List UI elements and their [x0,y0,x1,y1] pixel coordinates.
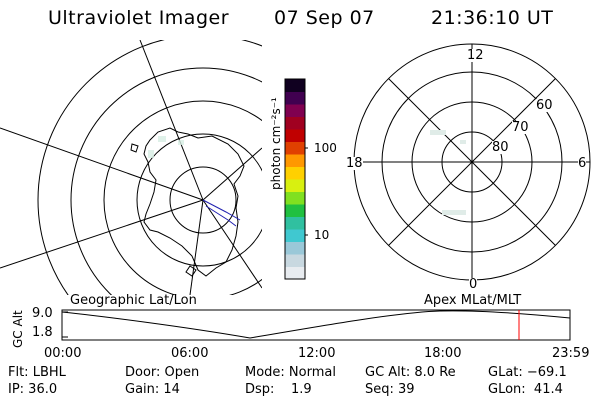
lat-ring [70,67,262,295]
colorbar-tick-100: 100 [314,141,337,155]
colorbar [284,78,308,280]
altitude-curve [61,310,571,339]
lat-ring [37,40,262,295]
altitude-xtick-1200: 12:00 [298,346,336,361]
mlat-label-60: 60 [536,98,553,113]
colorbar-tick-10: 10 [314,228,330,242]
mlat-label-80: 80 [492,140,509,155]
lat-ring [136,133,262,267]
colorbar-cell [285,216,305,230]
mlt-label-18: 18 [346,156,363,171]
altitude-xtick-0600: 06:00 [171,346,209,361]
mlt-label-0: 0 [469,277,478,292]
colorbar-cell [285,129,305,142]
altitude-xtick-0000: 00:00 [44,346,82,361]
colorbar-cell [285,266,305,280]
colorbar-cell [285,154,305,167]
colorbar-cell [285,229,305,242]
status-gain: Gain: 14 [125,382,180,397]
aurora-patch [158,136,166,142]
lat-ring [103,100,262,295]
time-label: 21:36:10 UT [431,7,554,29]
aurora-patch [430,130,446,135]
meridian [202,147,262,201]
orbit-track [202,199,241,221]
colorbar-cell [285,179,305,192]
colorbar-cell [285,91,305,105]
colorbar-cell [285,204,305,217]
colorbar-cell [285,254,305,267]
colorbar-cell [285,104,305,117]
meridian [0,127,204,201]
date-label: 07 Sep 07 [274,7,375,29]
aurora-patch [178,140,184,145]
altitude-xtick-1800: 18:00 [424,346,462,361]
status-mode: Mode: Normal [245,365,336,380]
colorbar-cell [285,79,305,92]
mlt-label-6: 6 [578,156,587,171]
apex-caption: Apex MLat/MLT [424,293,522,308]
orbit-track [205,205,237,227]
coastline [143,127,245,277]
colorbar-cell [285,116,305,130]
status-glon: GLon: 41.4 [488,382,563,397]
altitude-xtick-2359: 23:59 [552,346,590,361]
meridian [139,40,204,201]
status-gcalt: GC Alt: 8.0 Re [365,365,456,380]
status-ip: IP: 36.0 [8,382,58,397]
altitude-ytick-bottom: 1.8 [32,325,53,340]
colorbar-cell [285,191,305,205]
status-flt: Flt: LBHL [8,365,66,380]
aurora-patch [460,140,466,144]
colorbar-cell [285,241,305,255]
aurora-patch [148,150,154,158]
altitude-ytick-top: 9.0 [32,306,53,321]
status-door: Door: Open [125,365,200,380]
polar-diagonal [388,78,556,246]
mlt-label-12: 12 [467,48,484,63]
status-glat: GLat: −69.1 [488,365,567,380]
meridian [189,199,204,295]
aurora-patch [442,210,466,215]
meridian [202,199,262,289]
island [130,143,139,153]
mlat-label-70: 70 [512,120,529,135]
altitude-plot-frame [61,309,571,341]
island [185,265,197,277]
lat-ring [169,166,237,234]
colorbar-cell [285,141,305,155]
status-seq: Seq: 39 [365,382,415,397]
geographic-caption: Geographic Lat/Lon [70,293,197,308]
colorbar-cell [285,166,305,180]
instrument-title: Ultraviolet Imager [48,7,230,29]
meridian [0,199,204,269]
status-dsp: Dsp: 1.9 [245,382,312,397]
